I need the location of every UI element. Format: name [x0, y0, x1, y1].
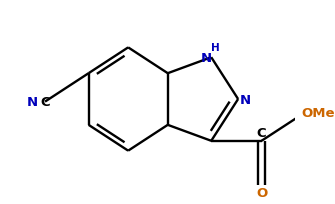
Text: H: H [211, 43, 220, 53]
Text: OMe: OMe [302, 106, 335, 120]
Text: C: C [257, 127, 266, 140]
Text: O: O [256, 186, 267, 199]
Text: N: N [240, 93, 251, 106]
Text: C: C [41, 96, 50, 109]
Text: N: N [27, 96, 38, 109]
Text: N: N [200, 51, 211, 64]
